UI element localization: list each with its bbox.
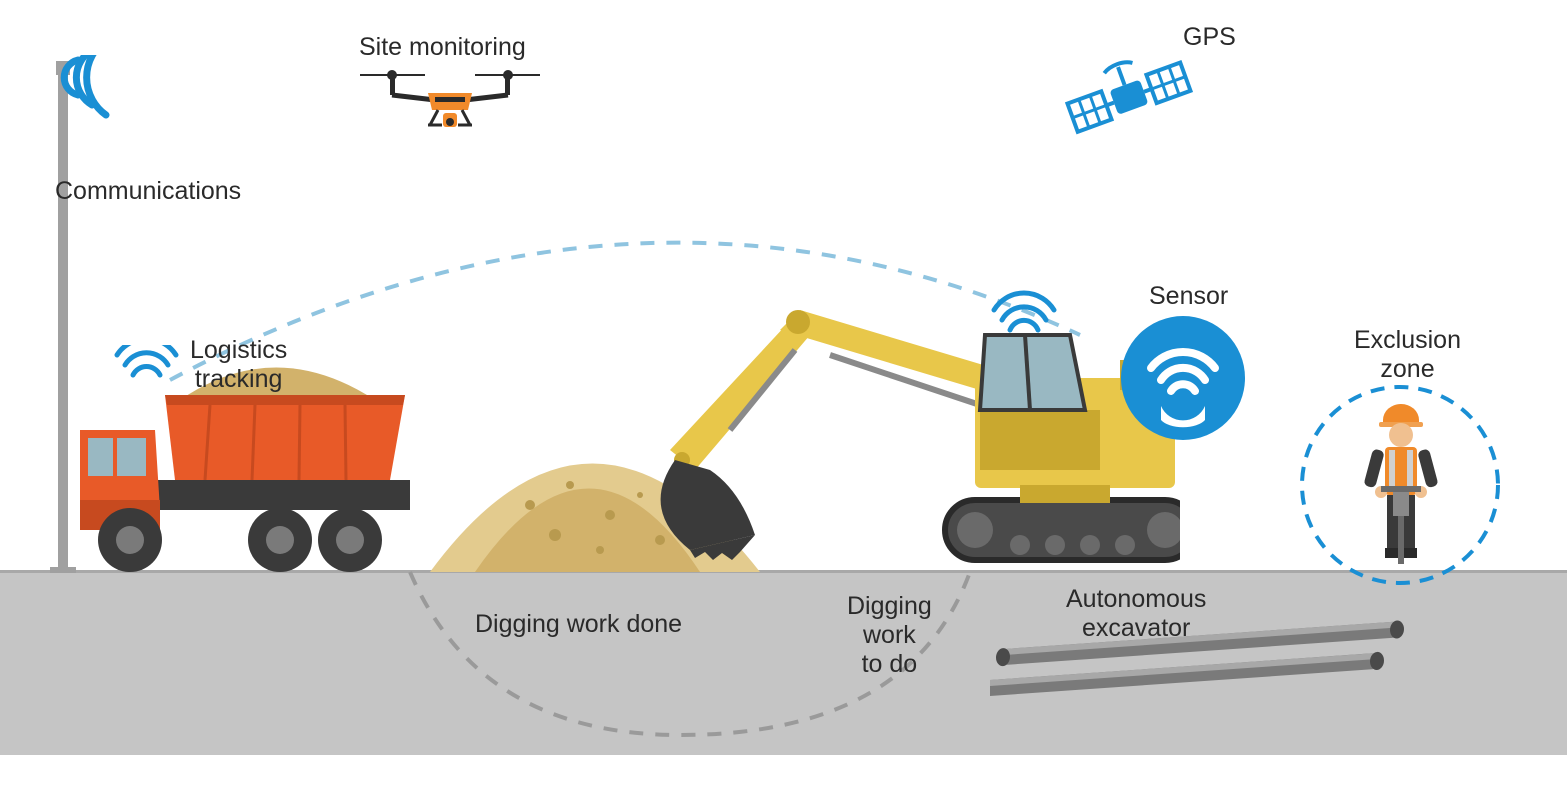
- label-exclusion-zone: Exclusion zone: [1354, 326, 1461, 384]
- label-site-monitoring: Site monitoring: [359, 33, 526, 62]
- construction-worker: [1345, 400, 1465, 600]
- label-logistics-tracking: Logistics tracking: [190, 336, 287, 394]
- label-digging-done: Digging work done: [475, 610, 682, 639]
- label-communications: Communications: [55, 177, 241, 206]
- label-autonomous-excavator: Autonomous excavator: [1066, 585, 1206, 643]
- label-digging-todo: Digging work to do: [847, 592, 932, 678]
- label-gps: GPS: [1183, 23, 1236, 52]
- sensor-badge-icon: [1113, 308, 1263, 458]
- label-sensor: Sensor: [1149, 282, 1228, 311]
- underground-pipes: [990, 620, 1450, 740]
